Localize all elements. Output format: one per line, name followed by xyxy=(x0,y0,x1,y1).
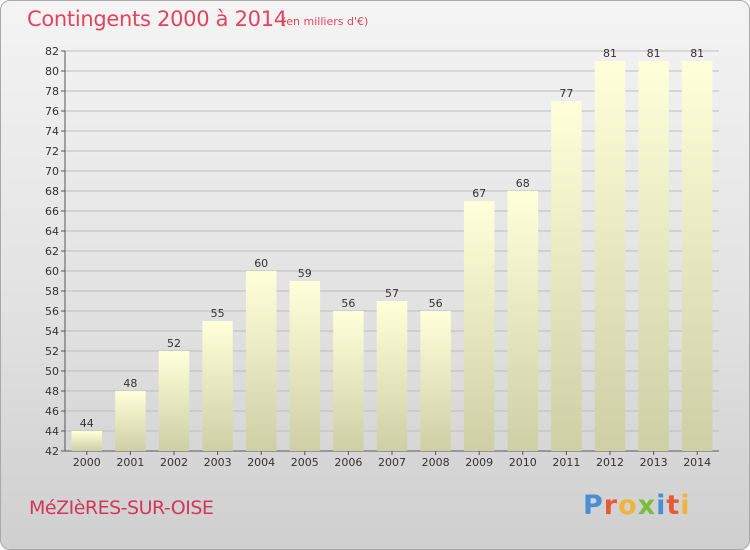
x-tick-label: 2007 xyxy=(378,456,406,469)
x-tick-label: 2005 xyxy=(291,456,319,469)
x-tick-label: 2003 xyxy=(204,456,232,469)
y-tick-label: 72 xyxy=(45,145,59,158)
y-tick-label: 46 xyxy=(45,405,59,418)
y-tick-label: 60 xyxy=(45,265,59,278)
y-tick-label: 54 xyxy=(45,325,59,338)
bar-2012 xyxy=(594,61,626,451)
data-label: 81 xyxy=(647,47,661,60)
data-label: 55 xyxy=(211,307,225,320)
x-tick-label: 2002 xyxy=(160,456,188,469)
y-tick-label: 58 xyxy=(45,285,59,298)
y-tick-label: 78 xyxy=(45,85,59,98)
bar-2011 xyxy=(551,101,582,451)
x-tick-label: 2004 xyxy=(247,456,275,469)
bar-2009 xyxy=(463,201,495,451)
y-tick-label: 80 xyxy=(45,65,59,78)
x-tick-label: 2014 xyxy=(683,456,711,469)
brand-letter: P xyxy=(583,490,604,521)
y-tick-label: 48 xyxy=(45,385,59,398)
y-tick-label: 52 xyxy=(45,345,59,358)
y-tick-label: 70 xyxy=(45,165,59,178)
brand-logo: Proxiti xyxy=(583,490,691,521)
x-tick-label: 2006 xyxy=(334,456,362,469)
bar-2000 xyxy=(71,431,103,451)
data-label: 77 xyxy=(559,87,573,100)
chart-subtitle: (en milliers d'€) xyxy=(282,15,369,28)
bar-2001 xyxy=(115,391,146,451)
brand-letter: i xyxy=(680,490,691,521)
bar-2004 xyxy=(245,271,277,451)
data-label: 56 xyxy=(429,297,443,310)
y-tick-label: 74 xyxy=(45,125,59,138)
y-tick-label: 44 xyxy=(45,425,59,438)
y-tick-label: 66 xyxy=(45,205,59,218)
y-tick-label: 42 xyxy=(45,445,59,458)
bar-2007 xyxy=(376,301,408,451)
data-label: 60 xyxy=(254,257,268,270)
y-tick-label: 50 xyxy=(45,365,59,378)
data-label: 67 xyxy=(472,187,486,200)
bar-2003 xyxy=(202,321,233,451)
brand-letter: r xyxy=(603,490,619,521)
y-tick-label: 68 xyxy=(45,185,59,198)
brand-letter: i xyxy=(656,490,667,521)
data-label: 52 xyxy=(167,337,181,350)
data-label: 57 xyxy=(385,287,399,300)
y-tick-label: 64 xyxy=(45,225,59,238)
y-tick-label: 56 xyxy=(45,305,59,318)
bar-2002 xyxy=(158,351,190,451)
data-label: 56 xyxy=(341,297,355,310)
brand-letter: o xyxy=(618,490,638,521)
data-label: 81 xyxy=(690,47,704,60)
data-label: 44 xyxy=(80,417,94,430)
bar-2008 xyxy=(420,311,451,451)
bar-2014 xyxy=(681,61,713,451)
x-tick-label: 2013 xyxy=(640,456,668,469)
x-tick-label: 2000 xyxy=(73,456,101,469)
y-tick-label: 62 xyxy=(45,245,59,258)
brand-letter: t xyxy=(666,490,681,521)
chart-title: Contingents 2000 à 2014 xyxy=(27,7,287,31)
bar-2010 xyxy=(507,191,539,451)
x-tick-label: 2012 xyxy=(596,456,624,469)
y-tick-label: 82 xyxy=(45,45,59,58)
bar-2005 xyxy=(289,281,321,451)
commune-name: MéZIèRES-SUR-OISE xyxy=(29,497,214,519)
bar-2006 xyxy=(333,311,364,451)
data-label: 81 xyxy=(603,47,617,60)
bar-2013 xyxy=(638,61,669,451)
x-tick-label: 2010 xyxy=(509,456,537,469)
x-tick-label: 2009 xyxy=(465,456,493,469)
data-label: 59 xyxy=(298,267,312,280)
x-tick-label: 2008 xyxy=(422,456,450,469)
x-tick-label: 2001 xyxy=(116,456,144,469)
data-label: 48 xyxy=(123,377,137,390)
y-tick-label: 76 xyxy=(45,105,59,118)
brand-letter: x xyxy=(637,490,657,521)
data-label: 68 xyxy=(516,177,530,190)
x-tick-label: 2011 xyxy=(552,456,580,469)
